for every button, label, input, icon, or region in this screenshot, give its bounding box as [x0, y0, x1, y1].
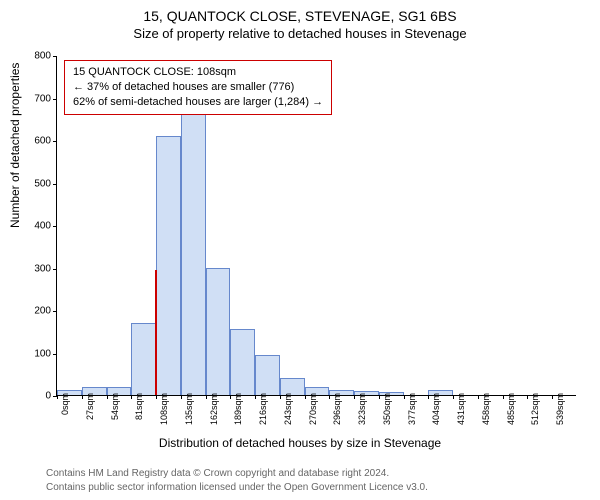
x-tick-mark	[206, 395, 207, 399]
x-tick-label: 431sqm	[456, 393, 466, 425]
y-tick-mark	[53, 311, 57, 312]
histogram-bar	[181, 110, 206, 395]
annotation-line-3: 62% of semi-detached houses are larger (…	[73, 95, 323, 110]
y-tick-mark	[53, 56, 57, 57]
footer-line-2: Contains public sector information licen…	[46, 481, 428, 495]
histogram-bar	[230, 329, 255, 395]
x-tick-label: 243sqm	[283, 393, 293, 425]
x-tick-label: 539sqm	[555, 393, 565, 425]
y-tick-label: 0	[21, 391, 51, 402]
y-tick-label: 600	[21, 136, 51, 147]
y-tick-mark	[53, 184, 57, 185]
y-tick-mark	[53, 141, 57, 142]
footer-attribution: Contains HM Land Registry data © Crown c…	[46, 467, 428, 494]
y-tick-label: 200	[21, 306, 51, 317]
x-axis-label: Distribution of detached houses by size …	[0, 436, 600, 450]
y-tick-label: 300	[21, 263, 51, 274]
x-tick-label: 404sqm	[431, 393, 441, 425]
x-tick-label: 270sqm	[308, 393, 318, 425]
x-tick-mark	[552, 395, 553, 399]
annotation-box: 15 QUANTOCK CLOSE: 108sqm ← 37% of detac…	[64, 60, 332, 115]
x-tick-label: 189sqm	[233, 393, 243, 425]
x-tick-mark	[453, 395, 454, 399]
x-tick-label: 81sqm	[134, 393, 144, 420]
x-tick-label: 27sqm	[85, 393, 95, 420]
annotation-line-2: ← 37% of detached houses are smaller (77…	[73, 80, 323, 95]
y-tick-label: 400	[21, 221, 51, 232]
x-tick-mark	[107, 395, 108, 399]
x-tick-label: 458sqm	[481, 393, 491, 425]
page-title: 15, QUANTOCK CLOSE, STEVENAGE, SG1 6BS	[0, 0, 600, 24]
y-tick-mark	[53, 354, 57, 355]
histogram-bar	[156, 136, 181, 395]
y-tick-mark	[53, 99, 57, 100]
x-tick-label: 0sqm	[60, 393, 70, 415]
x-tick-mark	[354, 395, 355, 399]
y-tick-label: 700	[21, 93, 51, 104]
x-tick-label: 108sqm	[159, 393, 169, 425]
x-tick-mark	[82, 395, 83, 399]
x-tick-mark	[503, 395, 504, 399]
x-tick-mark	[305, 395, 306, 399]
x-tick-mark	[478, 395, 479, 399]
x-tick-label: 135sqm	[184, 393, 194, 425]
x-tick-mark	[280, 395, 281, 399]
x-tick-label: 323sqm	[357, 393, 367, 425]
x-tick-label: 296sqm	[332, 393, 342, 425]
x-tick-label: 54sqm	[110, 393, 120, 420]
y-tick-mark	[53, 269, 57, 270]
x-tick-mark	[57, 395, 58, 399]
y-tick-label: 500	[21, 178, 51, 189]
histogram-bar	[206, 268, 231, 396]
x-tick-label: 485sqm	[506, 393, 516, 425]
histogram-bar	[255, 355, 280, 395]
y-tick-label: 100	[21, 348, 51, 359]
x-tick-mark	[404, 395, 405, 399]
x-tick-label: 216sqm	[258, 393, 268, 425]
page-subtitle: Size of property relative to detached ho…	[0, 24, 600, 45]
x-tick-label: 377sqm	[407, 393, 417, 425]
x-tick-label: 512sqm	[530, 393, 540, 425]
x-tick-mark	[428, 395, 429, 399]
y-axis-label: Number of detached properties	[8, 63, 22, 228]
x-tick-mark	[527, 395, 528, 399]
x-tick-mark	[181, 395, 182, 399]
footer-line-1: Contains HM Land Registry data © Crown c…	[46, 467, 428, 481]
x-tick-mark	[131, 395, 132, 399]
x-tick-mark	[230, 395, 231, 399]
x-tick-label: 162sqm	[209, 393, 219, 425]
x-tick-mark	[156, 395, 157, 399]
x-tick-label: 350sqm	[382, 393, 392, 425]
x-tick-mark	[379, 395, 380, 399]
annotation-line-1: 15 QUANTOCK CLOSE: 108sqm	[73, 65, 323, 80]
histogram-bar	[131, 323, 156, 395]
y-tick-label: 800	[21, 51, 51, 62]
x-tick-mark	[255, 395, 256, 399]
property-marker-line	[155, 270, 157, 395]
x-tick-mark	[329, 395, 330, 399]
y-tick-mark	[53, 226, 57, 227]
